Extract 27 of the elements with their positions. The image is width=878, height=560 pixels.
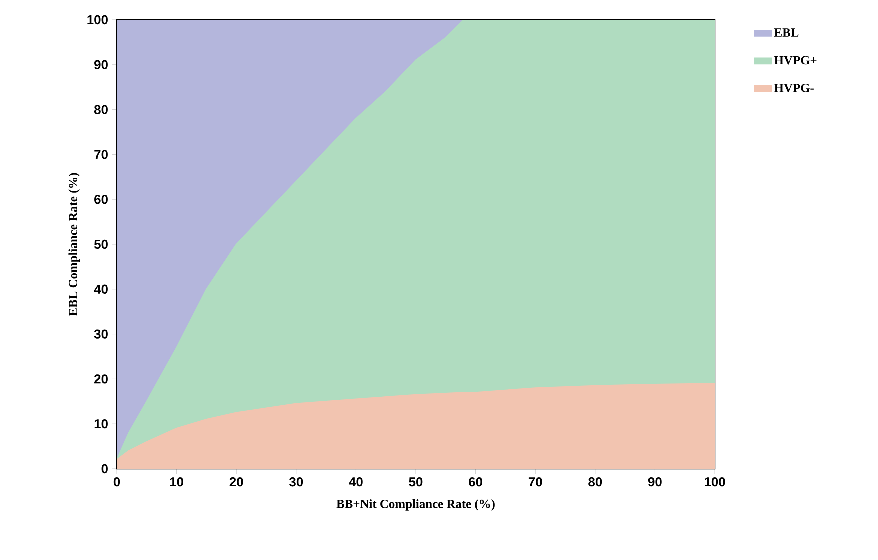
x-tick-label: 80 (588, 478, 602, 487)
y-tick-label: 60 (94, 195, 108, 204)
x-tick-label: 50 (409, 478, 423, 487)
x-tick-label: 70 (528, 478, 542, 487)
x-tick-label: 0 (114, 478, 120, 487)
y-tick-label: 80 (94, 105, 108, 114)
y-tick-label: 50 (94, 240, 108, 250)
y-tick-label: 20 (94, 374, 108, 384)
y-tick-label: 40 (94, 284, 108, 294)
x-tick-label: 40 (349, 478, 363, 487)
y-tick-label: 30 (94, 330, 108, 339)
y-tick-label: 100 (88, 15, 108, 25)
y-tick-label: 0 (102, 464, 108, 474)
legend-label: EBL (774, 28, 799, 37)
x-tick-label: 10 (170, 478, 184, 487)
y-axis-title: EBL Compliance Rate (%) (68, 173, 80, 316)
x-tick-label: 60 (469, 478, 482, 487)
x-tick-label: 100 (705, 478, 726, 487)
x-tick-label: 90 (648, 478, 662, 487)
y-tick-label: 10 (94, 420, 108, 429)
x-tick-label: 30 (289, 478, 304, 487)
y-tick-label: 70 (94, 150, 108, 160)
x-axis-title: BB+Nit Compliance Rate (%) (336, 500, 495, 511)
y-tick-label: 90 (94, 60, 108, 70)
legend-label: HVPG- (774, 84, 814, 92)
x-tick-label: 20 (230, 478, 244, 487)
legend-label: HVPG+ (774, 56, 817, 65)
